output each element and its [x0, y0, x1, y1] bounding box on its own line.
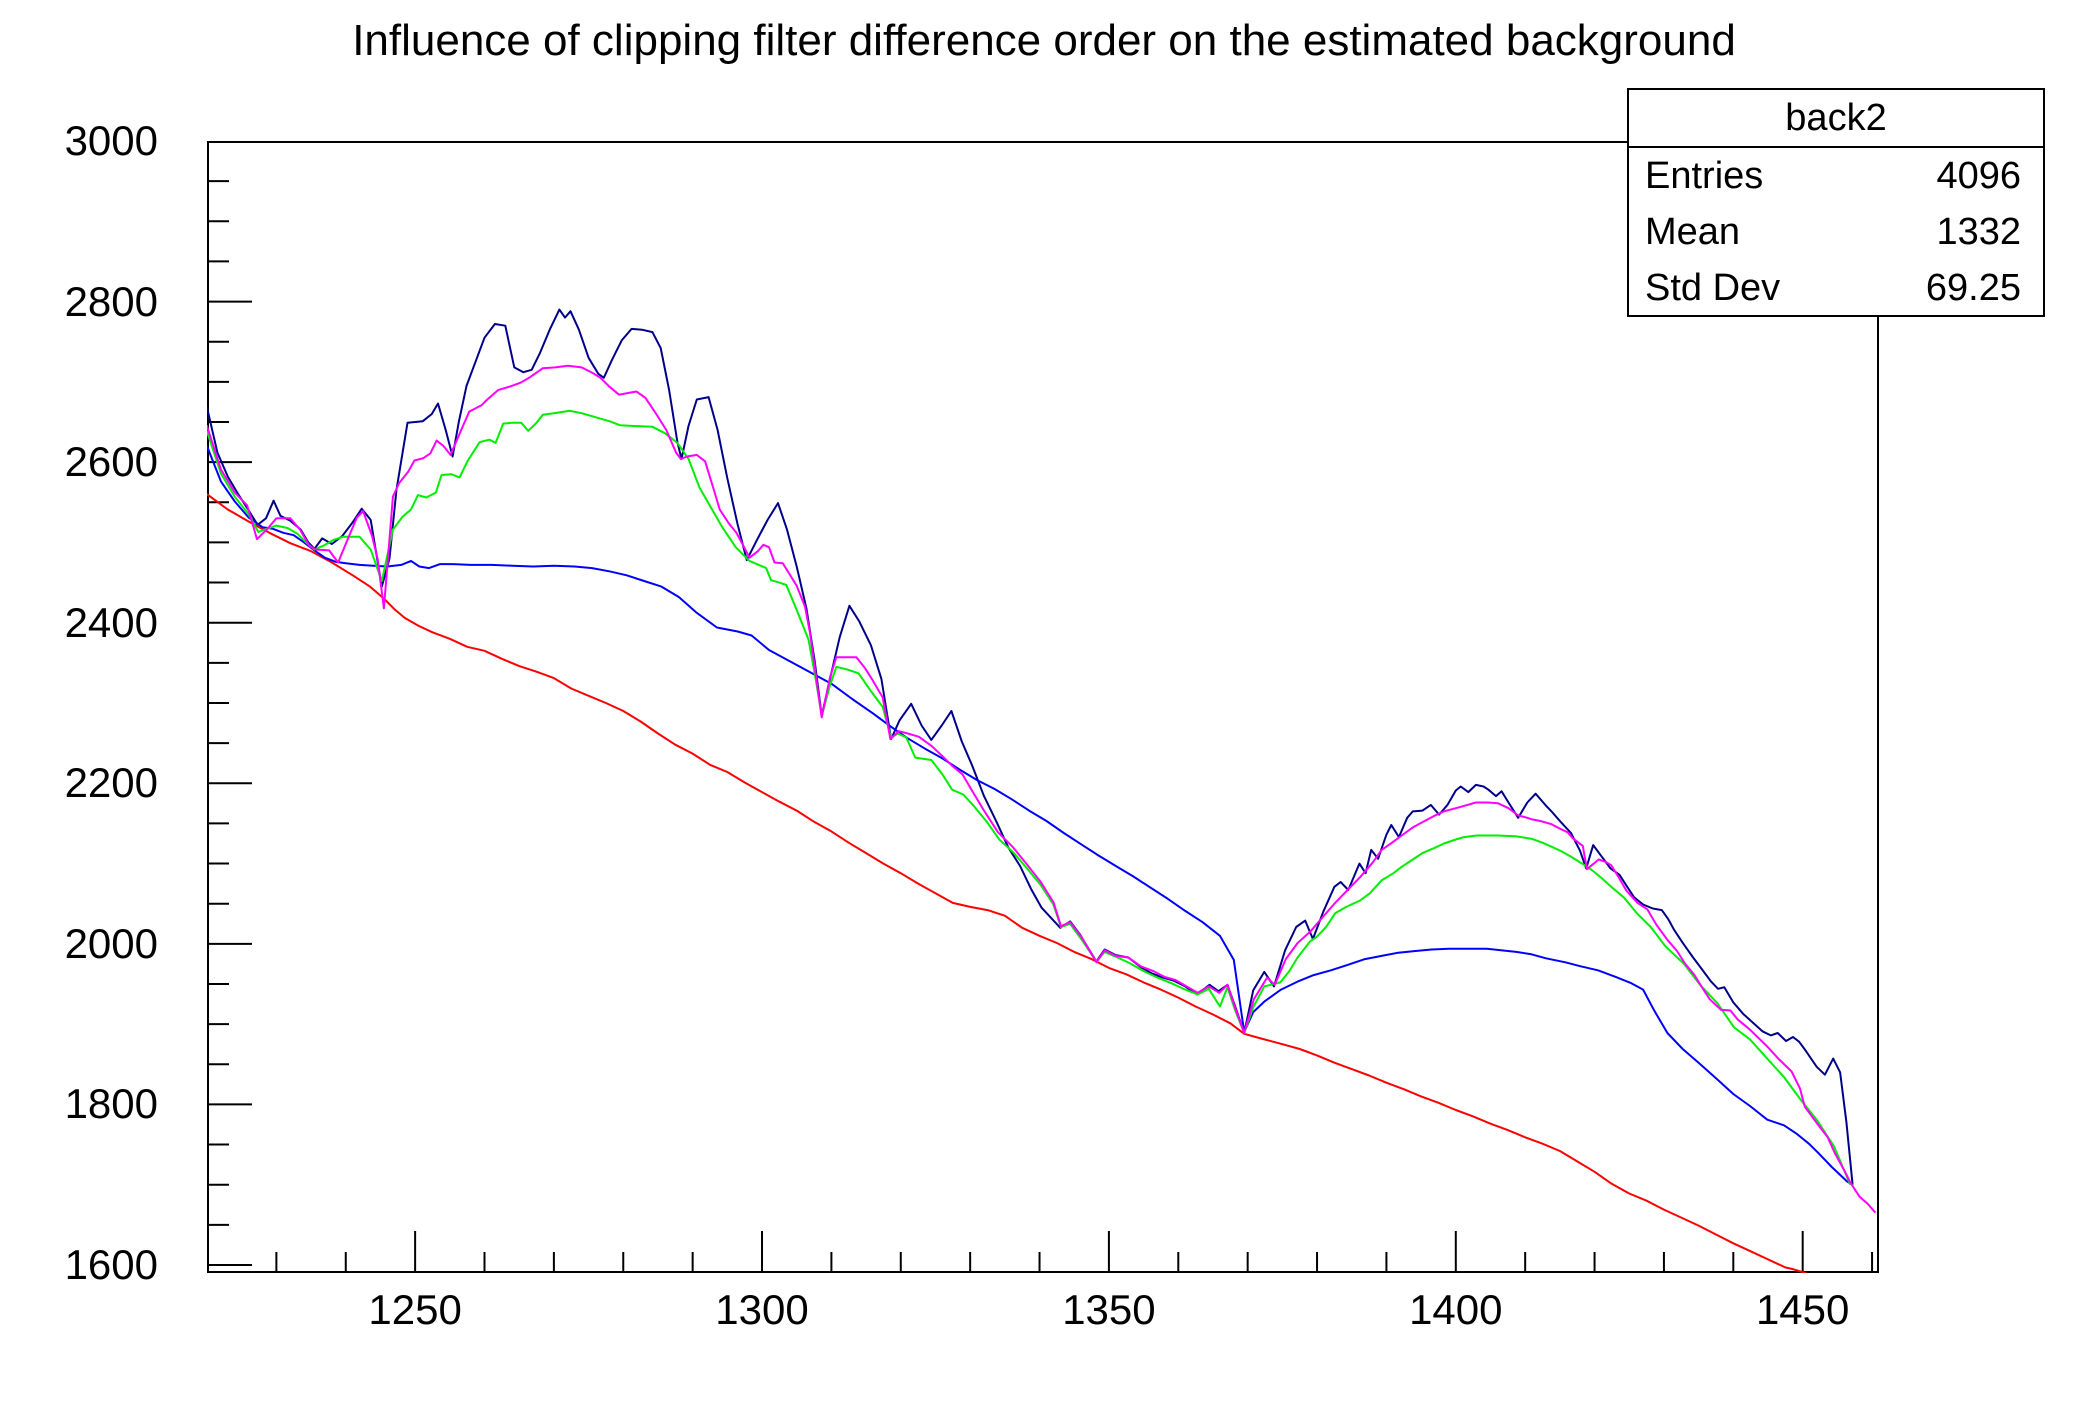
stats-row-label: Mean	[1645, 210, 1741, 253]
y-tick-label-2000: 2000	[64, 919, 158, 967]
stats-row: Entries 4096	[1629, 148, 2043, 204]
stats-row-label: Std Dev	[1645, 266, 1781, 309]
plot-frame	[207, 141, 1879, 1273]
stats-row-label: Entries	[1645, 154, 1764, 197]
stats-row: Mean 1332	[1629, 204, 2043, 260]
stats-row-value: 4096	[1936, 154, 2021, 197]
y-tick-label-1800: 1800	[64, 1080, 158, 1128]
stats-rows: Entries 4096 Mean 1332 Std Dev 69.25	[1629, 148, 2043, 316]
x-tick-label-1400: 1400	[1409, 1286, 1503, 1333]
stats-row: Std Dev 69.25	[1629, 260, 2043, 316]
y-tick-label-2600: 2600	[64, 438, 158, 486]
stats-row-value: 1332	[1936, 210, 2021, 253]
series-histogram-back2-spectrum	[207, 308, 1854, 1186]
y-tick-label-2800: 2800	[64, 277, 158, 325]
stats-title: back2	[1629, 90, 2043, 148]
series-background-blue	[207, 445, 1854, 1186]
plot-svg	[207, 141, 1879, 1273]
y-tick-label-1600: 1600	[64, 1240, 158, 1288]
stats-box[interactable]: back2 Entries 4096 Mean 1332 Std Dev 69.25	[1627, 88, 2045, 317]
series-background-green	[207, 409, 1854, 1186]
x-tick-label-1450: 1450	[1755, 1286, 1850, 1333]
series-background-red	[207, 493, 1807, 1273]
series-background-magenta	[207, 364, 1876, 1213]
y-tick-label-3000: 3000	[64, 117, 158, 164]
x-tick-label-1300: 1300	[715, 1286, 809, 1333]
stats-row-value: 69.25	[1925, 266, 2021, 309]
axis-frame	[207, 141, 1879, 1273]
y-tick-label-2200: 2200	[64, 759, 158, 807]
plot-title: Influence of clipping filter difference …	[352, 16, 1736, 65]
x-tick-label-1250: 1250	[368, 1286, 462, 1333]
y-tick-label-2400: 2400	[64, 598, 158, 646]
x-tick-label-1350: 1350	[1062, 1286, 1156, 1333]
